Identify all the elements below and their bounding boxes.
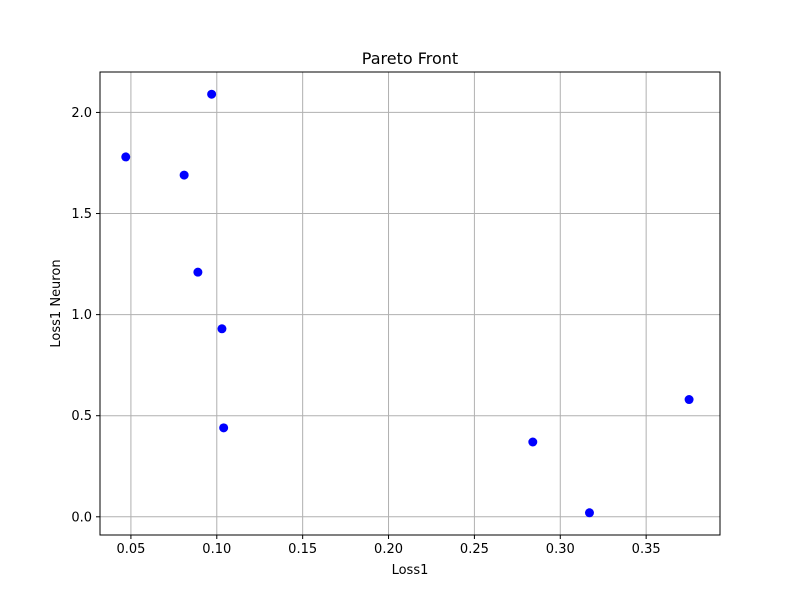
data-point [193, 267, 203, 277]
chart-title: Pareto Front [362, 49, 458, 68]
data-point [217, 324, 227, 334]
data-point [219, 423, 229, 433]
x-axis-label: Loss1 [392, 563, 429, 578]
x-tick-label: 0.15 [288, 542, 317, 557]
points-layer [121, 89, 694, 518]
data-point [528, 437, 538, 447]
y-tick-label: 1.0 [71, 308, 92, 323]
plot-area [99, 71, 721, 536]
x-tick-label: 0.35 [632, 542, 661, 557]
data-point [584, 508, 594, 518]
x-tick-label: 0.05 [116, 542, 145, 557]
x-tick-label: 0.10 [202, 542, 231, 557]
x-tick-label: 0.30 [546, 542, 575, 557]
x-tick-label: 0.20 [374, 542, 403, 557]
grid-layer [100, 72, 720, 535]
y-tick-label: 0.5 [71, 409, 92, 424]
tick-layer: 0.05 0.10 0.15 0.20 0.25 0.30 0.35 0.0 0.5 1.0 1.5… [71, 106, 660, 557]
y-axis-label: Loss1 Neuron [49, 259, 64, 347]
data-point [179, 170, 189, 180]
data-point [121, 152, 131, 162]
data-point [207, 89, 217, 99]
y-tick-label: 2.0 [71, 106, 92, 121]
y-tick-label: 1.5 [71, 207, 92, 222]
y-tick-label: 0.0 [71, 510, 92, 525]
data-point [684, 395, 694, 405]
x-tick-label: 0.25 [460, 542, 489, 557]
